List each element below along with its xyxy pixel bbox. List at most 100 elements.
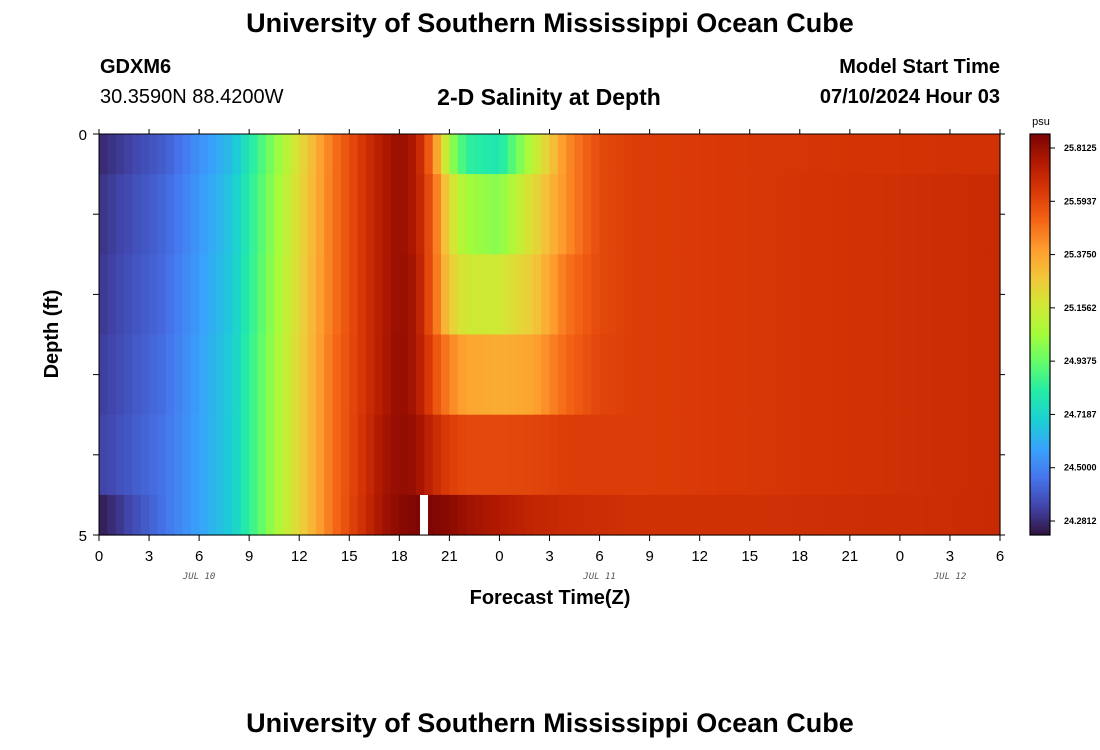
heatmap-cell <box>799 334 809 416</box>
heatmap-cell <box>199 334 209 416</box>
heatmap-cell <box>749 254 759 336</box>
heatmap-cell <box>507 334 517 416</box>
heatmap-cell <box>324 174 334 255</box>
heatmap-cell <box>157 414 167 496</box>
heatmap-cell <box>516 134 526 175</box>
heatmap-cell <box>833 414 843 496</box>
heatmap-cell <box>215 334 225 416</box>
heatmap-cell <box>858 254 868 336</box>
heatmap-cell <box>891 134 901 175</box>
heatmap-cell <box>257 414 267 496</box>
heatmap-cell <box>140 254 150 336</box>
heatmap-cell <box>332 414 342 496</box>
heatmap-cell <box>833 134 843 175</box>
heatmap-cell <box>240 254 250 336</box>
heatmap-cell <box>883 174 893 255</box>
heatmap-cell <box>866 134 876 175</box>
colorbar-tick-label: 25.1562 <box>1064 303 1097 313</box>
heatmap-cell <box>399 414 409 496</box>
heatmap-cell <box>165 134 175 175</box>
heatmap-cell <box>749 414 759 496</box>
heatmap-cell <box>149 134 158 175</box>
heatmap-cell <box>424 334 434 416</box>
heatmap-cell <box>733 494 742 536</box>
heatmap-cell <box>365 414 375 496</box>
heatmap-cell <box>499 134 509 175</box>
heatmap-cell <box>407 414 417 496</box>
heatmap-cell <box>657 134 667 175</box>
heatmap-cell <box>349 254 359 336</box>
heatmap-cell <box>799 494 809 536</box>
heatmap-cell <box>182 134 192 175</box>
heatmap-cell <box>574 334 584 416</box>
heatmap-cell <box>958 254 968 336</box>
y-axis-label: Depth (ft) <box>41 290 63 379</box>
heatmap-cell <box>766 334 776 416</box>
x-tick-label: 0 <box>896 548 904 565</box>
heatmap-cell <box>566 494 576 536</box>
heatmap-cell <box>457 254 467 336</box>
heatmap-cell <box>616 334 626 416</box>
heatmap-cell <box>549 494 559 536</box>
heatmap-cell <box>724 174 734 255</box>
heatmap-cell <box>716 334 726 416</box>
heatmap-cell <box>958 134 968 175</box>
heatmap-cell <box>641 414 651 496</box>
heatmap-cell <box>457 174 467 255</box>
heatmap-cell <box>766 174 776 255</box>
heatmap-cell <box>374 414 384 496</box>
heatmap-cell <box>357 414 367 496</box>
heatmap-cell <box>899 414 909 496</box>
heatmap-cell <box>541 334 551 416</box>
heatmap-cell <box>532 414 542 496</box>
heatmap-cell <box>332 134 342 175</box>
heatmap-cell <box>182 414 192 496</box>
heatmap-cell <box>866 254 876 336</box>
heatmap-cell <box>816 494 826 536</box>
heatmap-cell <box>449 334 459 416</box>
heatmap-cell <box>399 134 409 175</box>
heatmap-cell <box>874 414 884 496</box>
heatmap-cell <box>733 174 742 255</box>
heatmap-cell <box>441 134 450 175</box>
heatmap-cell <box>349 334 359 416</box>
heatmap-cell <box>582 134 592 175</box>
heatmap-cell <box>933 414 943 496</box>
heatmap-cell <box>115 494 125 536</box>
heatmap-cell <box>766 254 776 336</box>
heatmap-cell <box>374 134 384 175</box>
heatmap-cell <box>591 334 601 416</box>
heatmap-cell <box>666 174 676 255</box>
heatmap-cell <box>649 494 659 536</box>
heatmap-cell <box>858 494 868 536</box>
heatmap-cell <box>607 334 617 416</box>
heatmap-cell <box>182 254 192 336</box>
heatmap-cell <box>708 334 717 416</box>
heatmap-cell <box>758 254 767 336</box>
heatmap-cell <box>557 414 567 496</box>
heatmap-cell <box>849 414 859 496</box>
heatmap-cell <box>332 334 342 416</box>
heatmap-cell <box>207 414 217 496</box>
x-tick-label: 15 <box>341 548 358 565</box>
heatmap-cell <box>691 174 701 255</box>
y-axis: 05 <box>79 127 1005 545</box>
heatmap-cell <box>783 134 793 175</box>
heatmap-cell <box>591 414 601 496</box>
heatmap-cell <box>991 174 1001 255</box>
heatmap-cell <box>783 494 793 536</box>
heatmap-cell <box>466 494 476 536</box>
heatmap-cell <box>516 254 526 336</box>
heatmap-cell <box>682 254 692 336</box>
heatmap-cell <box>357 494 367 536</box>
heatmap-cell <box>841 254 851 336</box>
heatmap-cell <box>924 334 934 416</box>
heatmap-cell <box>699 494 709 536</box>
heatmap-cell <box>265 174 275 255</box>
heatmap-cell <box>566 134 576 175</box>
heatmap-cell <box>265 494 275 536</box>
heatmap-cell <box>115 174 125 255</box>
heatmap-cell <box>941 414 951 496</box>
heatmap-cell <box>724 334 734 416</box>
heatmap-cell <box>282 334 292 416</box>
